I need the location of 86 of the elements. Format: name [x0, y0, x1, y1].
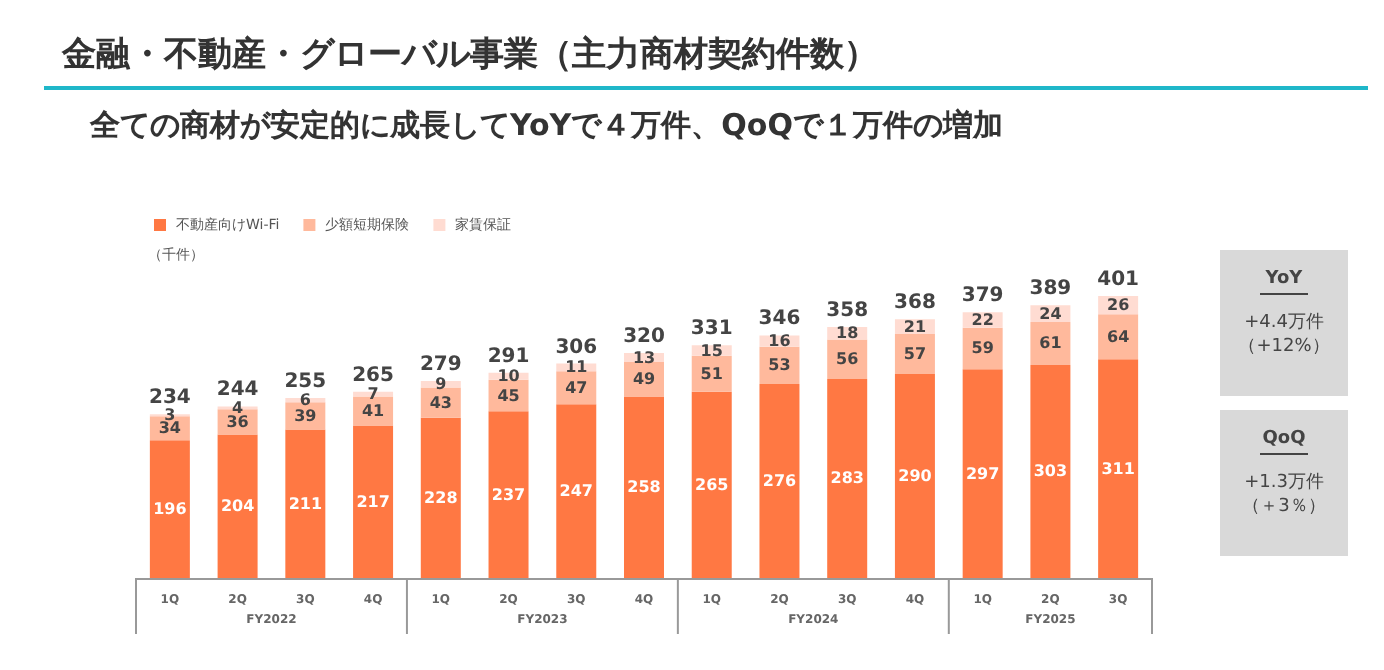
data-label: 196	[153, 500, 188, 519]
bar	[1098, 359, 1139, 578]
total-label: 234	[148, 387, 191, 410]
text: +1.3万件	[1244, 471, 1324, 493]
total-label: 306	[555, 336, 598, 359]
bar	[353, 391, 394, 397]
data-label: 15	[700, 341, 724, 360]
data-label: 18	[836, 324, 860, 343]
bar	[488, 411, 529, 578]
bar	[1030, 322, 1071, 365]
data-label: 49	[632, 370, 656, 389]
data-label: 211	[288, 494, 323, 513]
data-label: 64	[1106, 327, 1131, 346]
data-label: 39	[294, 406, 318, 425]
total-label: 320	[623, 325, 665, 348]
total-label: 244	[216, 379, 259, 402]
text: （+12%）	[1238, 337, 1330, 357]
data-label: 24	[1039, 304, 1063, 323]
bar	[285, 429, 326, 578]
data-label: 258	[627, 478, 662, 497]
bar	[1098, 314, 1139, 360]
data-label: 297	[965, 464, 1000, 483]
total-label: 368	[894, 292, 936, 315]
data-label: 16	[768, 332, 792, 351]
data-label: 22	[971, 310, 994, 329]
data-label: 237	[491, 485, 526, 504]
data-label: 57	[903, 345, 927, 364]
text: QoQ	[1262, 429, 1307, 449]
data-label: 43	[429, 393, 452, 412]
text: YoY	[1263, 269, 1304, 289]
chart-subtitle: 全ての商材が安定的に成長してYoYで４万件、QoQで１万件の増加	[88, 107, 1003, 143]
data-label: 204	[220, 497, 256, 516]
data-label: 283	[830, 469, 864, 488]
chart-title: 金融・不動産・グローバル事業（主力商材契約件数）	[60, 35, 878, 75]
data-label: 47	[565, 378, 588, 397]
data-label: 265	[695, 475, 730, 494]
data-label: 10	[497, 367, 521, 386]
data-label: 9	[435, 375, 448, 394]
bar	[149, 440, 190, 578]
bar	[962, 369, 1003, 578]
data-label: 56	[836, 350, 860, 369]
data-label: 41	[361, 401, 386, 420]
data-label: 13	[632, 348, 656, 367]
data-label: 53	[768, 356, 791, 375]
total-label: 389	[1029, 278, 1072, 301]
bar	[624, 396, 664, 578]
total-label: 358	[826, 299, 869, 322]
total-label: 401	[1097, 269, 1140, 291]
text: （＋3％）	[1242, 497, 1326, 517]
bar	[827, 378, 868, 578]
data-label: 34	[158, 419, 182, 438]
data-label: 36	[226, 412, 250, 431]
bar	[353, 425, 394, 578]
bar	[1030, 364, 1071, 578]
bar	[894, 333, 935, 375]
data-label: 61	[1039, 334, 1063, 353]
data-label: 26	[1106, 296, 1131, 315]
data-label: 4	[232, 398, 245, 417]
data-label: 7	[367, 385, 379, 404]
bar	[217, 434, 258, 578]
data-label: 51	[700, 364, 724, 383]
total-label: 291	[487, 345, 530, 368]
bar	[691, 391, 732, 578]
data-label: 6	[299, 391, 312, 410]
bar	[556, 404, 597, 578]
total-label: 331	[690, 318, 733, 341]
total-label: 346	[758, 308, 801, 331]
data-label: 276	[762, 471, 798, 490]
data-label: 303	[1033, 462, 1068, 481]
data-label: 217	[356, 492, 390, 511]
total-label: 265	[352, 364, 395, 387]
data-label: 311	[1101, 459, 1136, 478]
data-label: 45	[497, 386, 521, 405]
total-label: 255	[284, 370, 327, 393]
data-label: 247	[559, 482, 593, 501]
bar	[759, 383, 800, 578]
text: +4.4万件	[1244, 311, 1324, 333]
bar	[420, 417, 461, 578]
data-label: 21	[903, 317, 927, 336]
total-label: 279	[419, 354, 462, 377]
data-label: 290	[898, 467, 933, 486]
data-label: 228	[424, 488, 459, 507]
data-label: 11	[565, 358, 589, 377]
data-label: 59	[971, 339, 995, 358]
bar	[894, 374, 935, 578]
total-label: 379	[961, 285, 1004, 308]
